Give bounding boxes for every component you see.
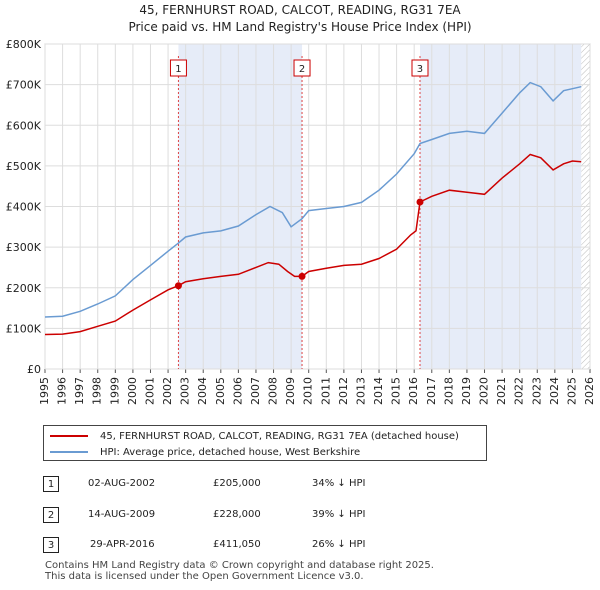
y-tick-label: £500K: [6, 160, 42, 173]
sale-price: £205,000: [213, 478, 261, 489]
x-tick-label: 2007: [249, 377, 262, 405]
y-tick-label: £300K: [6, 241, 42, 254]
sale-marker-label: 3: [417, 64, 423, 75]
footer: Contains HM Land Registry data © Crown c…: [45, 560, 434, 582]
sale-number-badge: 1: [43, 476, 59, 492]
y-tick-label: £100K: [6, 322, 42, 335]
x-tick-label: 2015: [390, 377, 403, 405]
x-tick-label: 2011: [319, 377, 332, 405]
y-tick-label: £800K: [6, 38, 42, 51]
x-tick-label: 2014: [372, 377, 385, 405]
x-tick-label: 2003: [179, 377, 192, 405]
x-tick-label: 2013: [354, 377, 367, 405]
x-tick-label: 2018: [442, 377, 455, 405]
sale-date: 29-APR-2016: [90, 539, 155, 550]
sale-row-1: 1 02-AUG-2002 £205,000 34% ↓ HPI: [0, 474, 600, 496]
x-tick-label: 2000: [126, 377, 139, 405]
sale-price: £228,000: [213, 509, 261, 520]
x-tick-label: 2008: [267, 377, 280, 405]
x-tick-label: 1998: [91, 377, 104, 405]
y-tick-label: £600K: [6, 119, 42, 132]
sale-marker-box: [411, 59, 429, 77]
x-tick-label: 2024: [548, 377, 561, 405]
sale-hpi-diff: 34% ↓ HPI: [312, 478, 366, 489]
y-tick-label: £200K: [6, 282, 42, 295]
x-tick-label: 2001: [143, 377, 156, 405]
x-tick-label: 2017: [425, 377, 438, 405]
sale-row-3: 3 29-APR-2016 £411,050 26% ↓ HPI: [0, 535, 600, 557]
sale-marker-box: [293, 59, 311, 77]
x-tick-label: 2005: [214, 377, 227, 405]
sale-hpi-diff: 39% ↓ HPI: [312, 509, 366, 520]
sale-marker-box: [169, 59, 187, 77]
chart-title: 45, FERNHURST ROAD, CALCOT, READING, RG3…: [139, 3, 461, 17]
x-tick-label: 2023: [530, 377, 543, 405]
x-tick-label: 2004: [196, 377, 209, 405]
x-tick-label: 2009: [284, 377, 297, 405]
sale-number-badge: 2: [43, 507, 59, 523]
y-tick-label: £700K: [6, 79, 42, 92]
y-tick-label: £400K: [6, 201, 42, 214]
x-tick-label: 2010: [302, 377, 315, 405]
sale-price: £411,050: [213, 539, 261, 550]
legend-label-hpi: HPI: Average price, detached house, West…: [100, 446, 361, 458]
x-tick-label: 2016: [407, 377, 420, 405]
sale-date: 02-AUG-2002: [88, 478, 156, 489]
sale-point: [416, 198, 424, 206]
sale-date: 14-AUG-2009: [88, 509, 156, 520]
footer-licence: This data is licensed under the Open Gov…: [45, 571, 364, 582]
footer-copyright: Contains HM Land Registry data © Crown c…: [45, 560, 434, 571]
legend-item-hpi: HPI: Average price, detached house, West…: [50, 444, 360, 460]
sale-marker-label: 1: [175, 64, 181, 75]
sale-row-2: 2 14-AUG-2009 £228,000 39% ↓ HPI: [0, 505, 600, 527]
x-tick-label: 2019: [460, 377, 473, 405]
legend-label-property: 45, FERNHURST ROAD, CALCOT, READING, RG3…: [100, 430, 459, 442]
sale-point: [298, 272, 306, 280]
x-tick-label: 2006: [231, 377, 244, 405]
x-tick-label: 1996: [56, 377, 69, 405]
sale-point: [174, 282, 182, 290]
price-chart: 45, FERNHURST ROAD, CALCOT, READING, RG3…: [6, 3, 596, 405]
hpi-series-line: [44, 81, 582, 318]
x-tick-label: 2026: [583, 377, 596, 405]
legend-line-property: [50, 435, 88, 437]
chart-subtitle: Price paid vs. HM Land Registry's House …: [128, 20, 471, 34]
x-tick-label: 1997: [73, 377, 86, 405]
y-tick-label: £0: [27, 363, 41, 376]
legend-item-property: 45, FERNHURST ROAD, CALCOT, READING, RG3…: [50, 428, 459, 444]
property-series-line: [44, 153, 582, 336]
x-tick-label: 2022: [513, 377, 526, 405]
legend-line-hpi: [50, 451, 88, 453]
x-tick-label: 2021: [495, 377, 508, 405]
x-tick-label: 2025: [565, 377, 578, 405]
x-tick-label: 1995: [38, 377, 51, 405]
sale-hpi-diff: 26% ↓ HPI: [312, 539, 366, 550]
x-tick-label: 2012: [337, 377, 350, 405]
x-tick-label: 2020: [478, 377, 491, 405]
x-tick-label: 1999: [108, 377, 121, 405]
legend: 45, FERNHURST ROAD, CALCOT, READING, RG3…: [43, 425, 487, 461]
sale-marker-label: 2: [299, 64, 305, 75]
x-tick-label: 2002: [161, 377, 174, 405]
sale-number-badge: 3: [43, 537, 59, 553]
